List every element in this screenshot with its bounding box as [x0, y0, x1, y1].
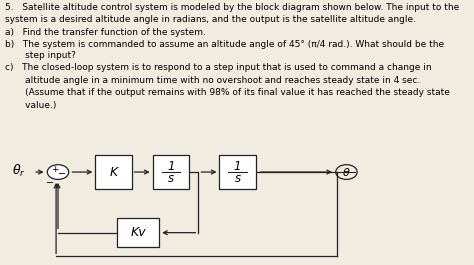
- Text: +: +: [51, 165, 59, 174]
- Text: 5.   Satellite altitude control system is modeled by the block diagram shown bel: 5. Satellite altitude control system is …: [5, 3, 459, 12]
- Text: $\theta_r$: $\theta_r$: [12, 163, 26, 179]
- Text: s: s: [235, 173, 241, 186]
- Text: value.): value.): [5, 101, 56, 110]
- Text: (Assume that if the output remains with 98% of its final value it has reached th: (Assume that if the output remains with …: [5, 88, 449, 97]
- Text: c)   The closed-loop system is to respond to a step input that is used to comman: c) The closed-loop system is to respond …: [5, 63, 431, 72]
- Text: a)   Find the transfer function of the system.: a) Find the transfer function of the sys…: [5, 28, 205, 37]
- Text: s: s: [168, 173, 174, 186]
- FancyBboxPatch shape: [95, 155, 132, 189]
- Text: 1: 1: [167, 160, 174, 173]
- Text: step input?: step input?: [5, 51, 75, 60]
- FancyBboxPatch shape: [153, 155, 189, 189]
- Text: 1: 1: [234, 160, 241, 173]
- Text: −: −: [58, 169, 66, 179]
- Text: Kv: Kv: [130, 226, 146, 239]
- Text: $\theta$: $\theta$: [342, 166, 351, 178]
- FancyBboxPatch shape: [117, 218, 159, 247]
- Text: system is a desired altitude angle in radians, and the output is the satellite a: system is a desired altitude angle in ra…: [5, 15, 416, 24]
- Text: K: K: [109, 166, 118, 179]
- Circle shape: [47, 165, 69, 179]
- Text: b)   The system is commanded to assume an altitude angle of 45° (π/4 rad.). What: b) The system is commanded to assume an …: [5, 40, 444, 49]
- FancyBboxPatch shape: [219, 155, 255, 189]
- Text: −: −: [46, 178, 55, 188]
- Text: altitude angle in a minimum time with no overshoot and reaches steady state in 4: altitude angle in a minimum time with no…: [5, 76, 420, 85]
